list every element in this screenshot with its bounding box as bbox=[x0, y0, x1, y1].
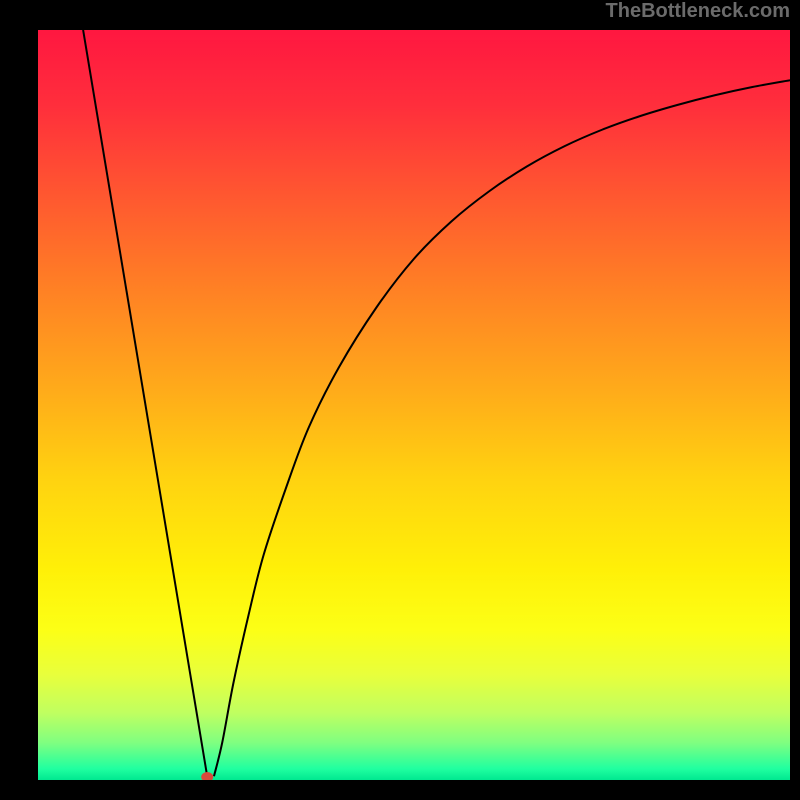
left-line bbox=[83, 30, 207, 776]
right-curve bbox=[214, 80, 790, 776]
curve-svg bbox=[38, 30, 790, 780]
bottleneck-marker bbox=[201, 772, 213, 780]
watermark-text: TheBottleneck.com bbox=[606, 0, 790, 23]
chart-container: TheBottleneck.com bbox=[0, 0, 800, 800]
plot-area bbox=[38, 30, 790, 780]
